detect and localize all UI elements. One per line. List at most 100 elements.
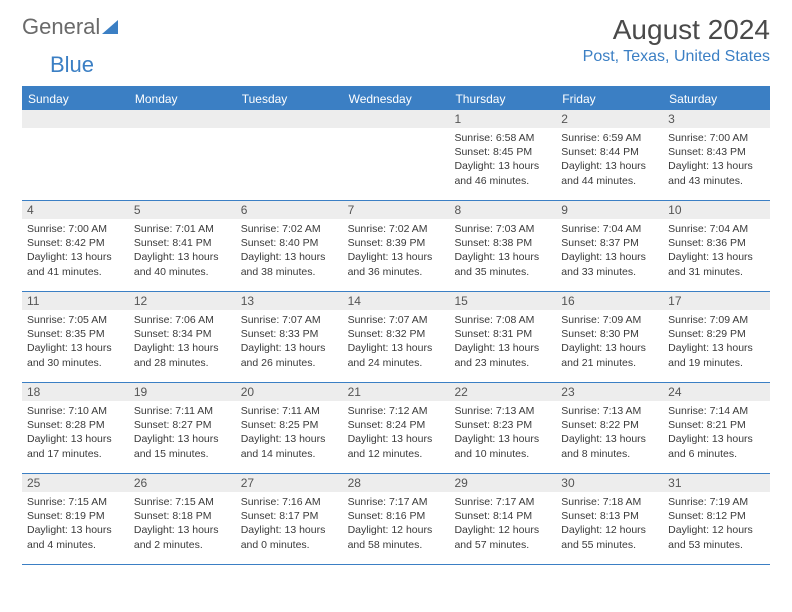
daylight-text: Daylight: 13 hours and 46 minutes. [454, 159, 551, 187]
sunrise-text: Sunrise: 7:11 AM [134, 404, 231, 418]
calendar-day-cell: 13Sunrise: 7:07 AMSunset: 8:33 PMDayligh… [236, 292, 343, 382]
sunrise-text: Sunrise: 7:04 AM [668, 222, 765, 236]
calendar-day-cell: 24Sunrise: 7:14 AMSunset: 8:21 PMDayligh… [663, 383, 770, 473]
calendar-day-cell: 2Sunrise: 6:59 AMSunset: 8:44 PMDaylight… [556, 110, 663, 200]
sunset-text: Sunset: 8:33 PM [241, 327, 338, 341]
sunrise-text: Sunrise: 7:18 AM [561, 495, 658, 509]
calendar-day-cell: 18Sunrise: 7:10 AMSunset: 8:28 PMDayligh… [22, 383, 129, 473]
day-details: Sunrise: 7:17 AMSunset: 8:16 PMDaylight:… [343, 492, 450, 556]
day-details: Sunrise: 6:59 AMSunset: 8:44 PMDaylight:… [556, 128, 663, 192]
sunset-text: Sunset: 8:38 PM [454, 236, 551, 250]
calendar-day-cell: 3Sunrise: 7:00 AMSunset: 8:43 PMDaylight… [663, 110, 770, 200]
calendar-day-cell: 27 Sunrise: 7:16 AMSunset: 8:17 PMDayligh… [236, 474, 343, 564]
day-details: Sunrise: 7:12 AMSunset: 8:24 PMDaylight:… [343, 401, 450, 465]
day-number: 30 [556, 474, 663, 492]
sunset-text: Sunset: 8:17 PM [241, 509, 338, 523]
day-number: 4 [22, 201, 129, 219]
sunset-text: Sunset: 8:22 PM [561, 418, 658, 432]
day-details: Sunrise: 7:18 AMSunset: 8:13 PMDaylight:… [556, 492, 663, 556]
daylight-text: Daylight: 13 hours and 24 minutes. [348, 341, 445, 369]
sunset-text: Sunset: 8:27 PM [134, 418, 231, 432]
calendar-day-cell: 30Sunrise: 7:18 AMSunset: 8:13 PMDayligh… [556, 474, 663, 564]
day-details: Sunrise: 7:13 AMSunset: 8:23 PMDaylight:… [449, 401, 556, 465]
title-area: August 2024 Post, Texas, United States [583, 14, 770, 66]
daylight-text: Daylight: 13 hours and 33 minutes. [561, 250, 658, 278]
calendar-week-row: 25Sunrise: 7:15 AMSunset: 8:19 PMDayligh… [22, 474, 770, 565]
daylight-text: Daylight: 13 hours and 8 minutes. [561, 432, 658, 460]
sunset-text: Sunset: 8:19 PM [27, 509, 124, 523]
daylight-text: Daylight: 13 hours and 6 minutes. [668, 432, 765, 460]
calendar-day-cell: 20Sunrise: 7:11 AMSunset: 8:25 PMDayligh… [236, 383, 343, 473]
sunrise-text: Sunrise: 7:02 AM [241, 222, 338, 236]
sunset-text: Sunset: 8:36 PM [668, 236, 765, 250]
day-details: Sunrise: 7:15 AMSunset: 8:19 PMDaylight:… [22, 492, 129, 556]
day-details: Sunrise: 7:05 AMSunset: 8:35 PMDaylight:… [22, 310, 129, 374]
calendar-day-cell: 14 Sunrise: 7:07 AMSunset: 8:32 PMDayligh… [343, 292, 450, 382]
day-number: 17 [663, 292, 770, 310]
daylight-text: Daylight: 13 hours and 28 minutes. [134, 341, 231, 369]
day-details: Sunrise: 7:04 AMSunset: 8:36 PMDaylight:… [663, 219, 770, 283]
daylight-text: Daylight: 13 hours and 38 minutes. [241, 250, 338, 278]
calendar-day-cell: 26Sunrise: 7:15 AMSunset: 8:18 PMDayligh… [129, 474, 236, 564]
day-number: 24 [663, 383, 770, 401]
sunrise-text: Sunrise: 7:14 AM [668, 404, 765, 418]
daylight-text: Daylight: 13 hours and 43 minutes. [668, 159, 765, 187]
day-details: Sunrise: 7:02 AMSunset: 8:40 PMDaylight:… [236, 219, 343, 283]
daylight-text: Daylight: 13 hours and 2 minutes. [134, 523, 231, 551]
calendar-day-cell: 21Sunrise: 7:12 AMSunset: 8:24 PMDayligh… [343, 383, 450, 473]
weekday-header: Tuesday [236, 88, 343, 110]
daylight-text: Daylight: 13 hours and 23 minutes. [454, 341, 551, 369]
day-number: 12 [129, 292, 236, 310]
day-details: Sunrise: 7:11 AMSunset: 8:25 PMDaylight:… [236, 401, 343, 465]
calendar-day-cell: 25Sunrise: 7:15 AMSunset: 8:19 PMDayligh… [22, 474, 129, 564]
day-details: Sunrise: 7:06 AMSunset: 8:34 PMDaylight:… [129, 310, 236, 374]
logo-text-blue: Blue [50, 52, 94, 77]
sunrise-text: Sunrise: 7:02 AM [348, 222, 445, 236]
day-details: Sunrise: 7:19 AMSunset: 8:12 PMDaylight:… [663, 492, 770, 556]
day-number: 14 [343, 292, 450, 310]
day-number [22, 110, 129, 128]
day-number: 29 [449, 474, 556, 492]
sunrise-text: Sunrise: 7:09 AM [668, 313, 765, 327]
day-number: 20 [236, 383, 343, 401]
calendar-day-cell: 15Sunrise: 7:08 AMSunset: 8:31 PMDayligh… [449, 292, 556, 382]
calendar-week-row: 4Sunrise: 7:00 AMSunset: 8:42 PMDaylight… [22, 201, 770, 292]
daylight-text: Daylight: 13 hours and 15 minutes. [134, 432, 231, 460]
sunrise-text: Sunrise: 7:16 AM [241, 495, 338, 509]
day-number [129, 110, 236, 128]
calendar-week-row: 1Sunrise: 6:58 AMSunset: 8:45 PMDaylight… [22, 110, 770, 201]
sunset-text: Sunset: 8:41 PM [134, 236, 231, 250]
day-number: 16 [556, 292, 663, 310]
weekday-header-row: Sunday Monday Tuesday Wednesday Thursday… [22, 88, 770, 110]
day-number: 1 [449, 110, 556, 128]
sunset-text: Sunset: 8:12 PM [668, 509, 765, 523]
calendar-day-cell: 28Sunrise: 7:17 AMSunset: 8:16 PMDayligh… [343, 474, 450, 564]
day-number: 27 [236, 474, 343, 492]
daylight-text: Daylight: 12 hours and 55 minutes. [561, 523, 658, 551]
sunset-text: Sunset: 8:18 PM [134, 509, 231, 523]
month-title: August 2024 [583, 14, 770, 46]
calendar-day-cell: 8Sunrise: 7:03 AMSunset: 8:38 PMDaylight… [449, 201, 556, 291]
sunset-text: Sunset: 8:30 PM [561, 327, 658, 341]
day-details: Sunrise: 7:15 AMSunset: 8:18 PMDaylight:… [129, 492, 236, 556]
calendar-day-cell: 9Sunrise: 7:04 AMSunset: 8:37 PMDaylight… [556, 201, 663, 291]
sunset-text: Sunset: 8:29 PM [668, 327, 765, 341]
sunset-text: Sunset: 8:14 PM [454, 509, 551, 523]
day-details: Sunrise: 7:08 AMSunset: 8:31 PMDaylight:… [449, 310, 556, 374]
sunset-text: Sunset: 8:43 PM [668, 145, 765, 159]
calendar-day-cell: 19Sunrise: 7:11 AMSunset: 8:27 PMDayligh… [129, 383, 236, 473]
daylight-text: Daylight: 12 hours and 53 minutes. [668, 523, 765, 551]
daylight-text: Daylight: 13 hours and 0 minutes. [241, 523, 338, 551]
sunrise-text: Sunrise: 7:13 AM [561, 404, 658, 418]
sunrise-text: Sunrise: 7:17 AM [454, 495, 551, 509]
calendar-day-cell: 17Sunrise: 7:09 AMSunset: 8:29 PMDayligh… [663, 292, 770, 382]
day-details: Sunrise: 7:00 AMSunset: 8:43 PMDaylight:… [663, 128, 770, 192]
sunrise-text: Sunrise: 7:13 AM [454, 404, 551, 418]
day-number: 26 [129, 474, 236, 492]
sunset-text: Sunset: 8:32 PM [348, 327, 445, 341]
location-subtitle: Post, Texas, United States [583, 48, 770, 66]
calendar-day-cell: 10Sunrise: 7:04 AMSunset: 8:36 PMDayligh… [663, 201, 770, 291]
weekday-header: Saturday [663, 88, 770, 110]
sunrise-text: Sunrise: 7:07 AM [348, 313, 445, 327]
calendar: Sunday Monday Tuesday Wednesday Thursday… [22, 86, 770, 565]
